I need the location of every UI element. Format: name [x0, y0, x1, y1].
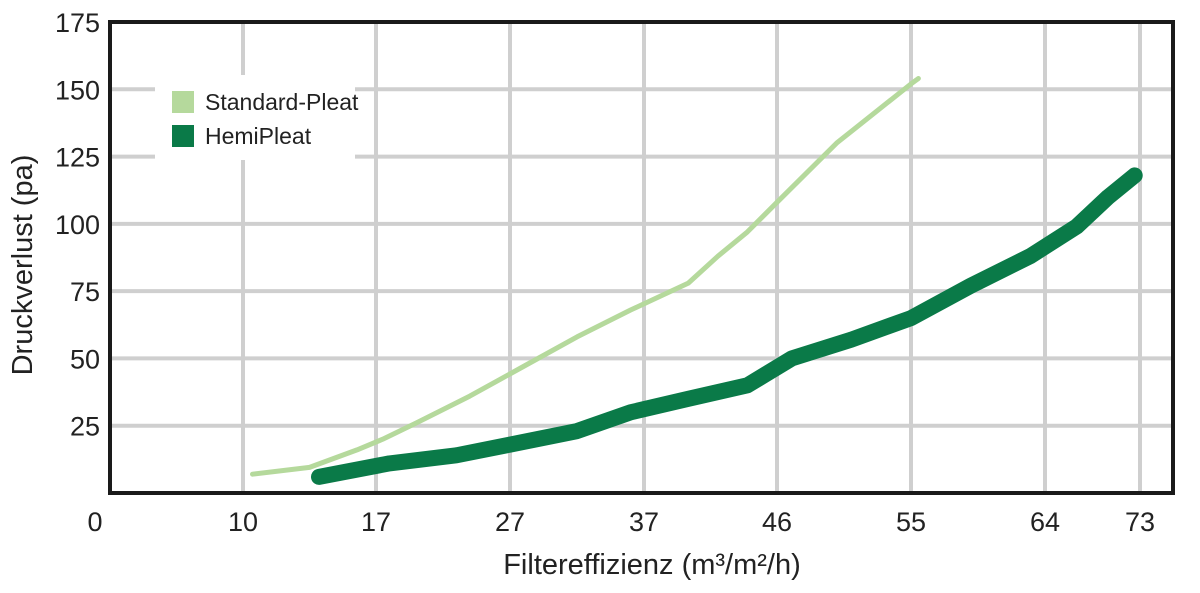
x-tick-label: 46: [762, 507, 792, 537]
x-tick-label: 37: [629, 507, 659, 537]
x-axis-title: Filtereffizienz (m³/m²/h): [503, 549, 801, 581]
y-axis-title: Druckverlust (pa): [7, 155, 39, 376]
plot-frame: [108, 20, 1175, 495]
legend-swatch-standard-pleat: [172, 91, 194, 113]
x-tick-label: 10: [228, 507, 258, 537]
x-tick-label: 73: [1125, 507, 1155, 537]
y-tick-label: 25: [70, 412, 100, 442]
x-tick-label: 17: [361, 507, 391, 537]
legend-label-hemipleat: HemiPleat: [205, 123, 312, 149]
x-tick-label: 27: [495, 507, 525, 537]
x-tick-label: 64: [1030, 507, 1060, 537]
series-line-hemipleat: [311, 167, 1143, 485]
x-axis-tick-labels: 0 10 17 27 37 46 55 64 73: [87, 507, 1155, 537]
y-tick-label: 50: [70, 344, 100, 374]
series-line-standard-pleat: [250, 76, 921, 477]
y-axis-tick-labels: 25 50 75 100 125 150 175: [55, 8, 100, 442]
x-tick-label: 55: [896, 507, 926, 537]
y-tick-label: 125: [55, 143, 100, 173]
x-tick-label: 0: [87, 507, 102, 537]
y-tick-label: 75: [70, 277, 100, 307]
legend-swatch-hemipleat: [172, 125, 194, 147]
legend: Standard-Pleat HemiPleat: [155, 75, 359, 160]
series-group: [250, 76, 1143, 485]
grid-lines: [110, 22, 1173, 493]
legend-label-standard-pleat: Standard-Pleat: [205, 89, 359, 115]
y-tick-label: 100: [55, 210, 100, 240]
y-tick-label: 175: [55, 8, 100, 38]
y-tick-label: 150: [55, 75, 100, 105]
